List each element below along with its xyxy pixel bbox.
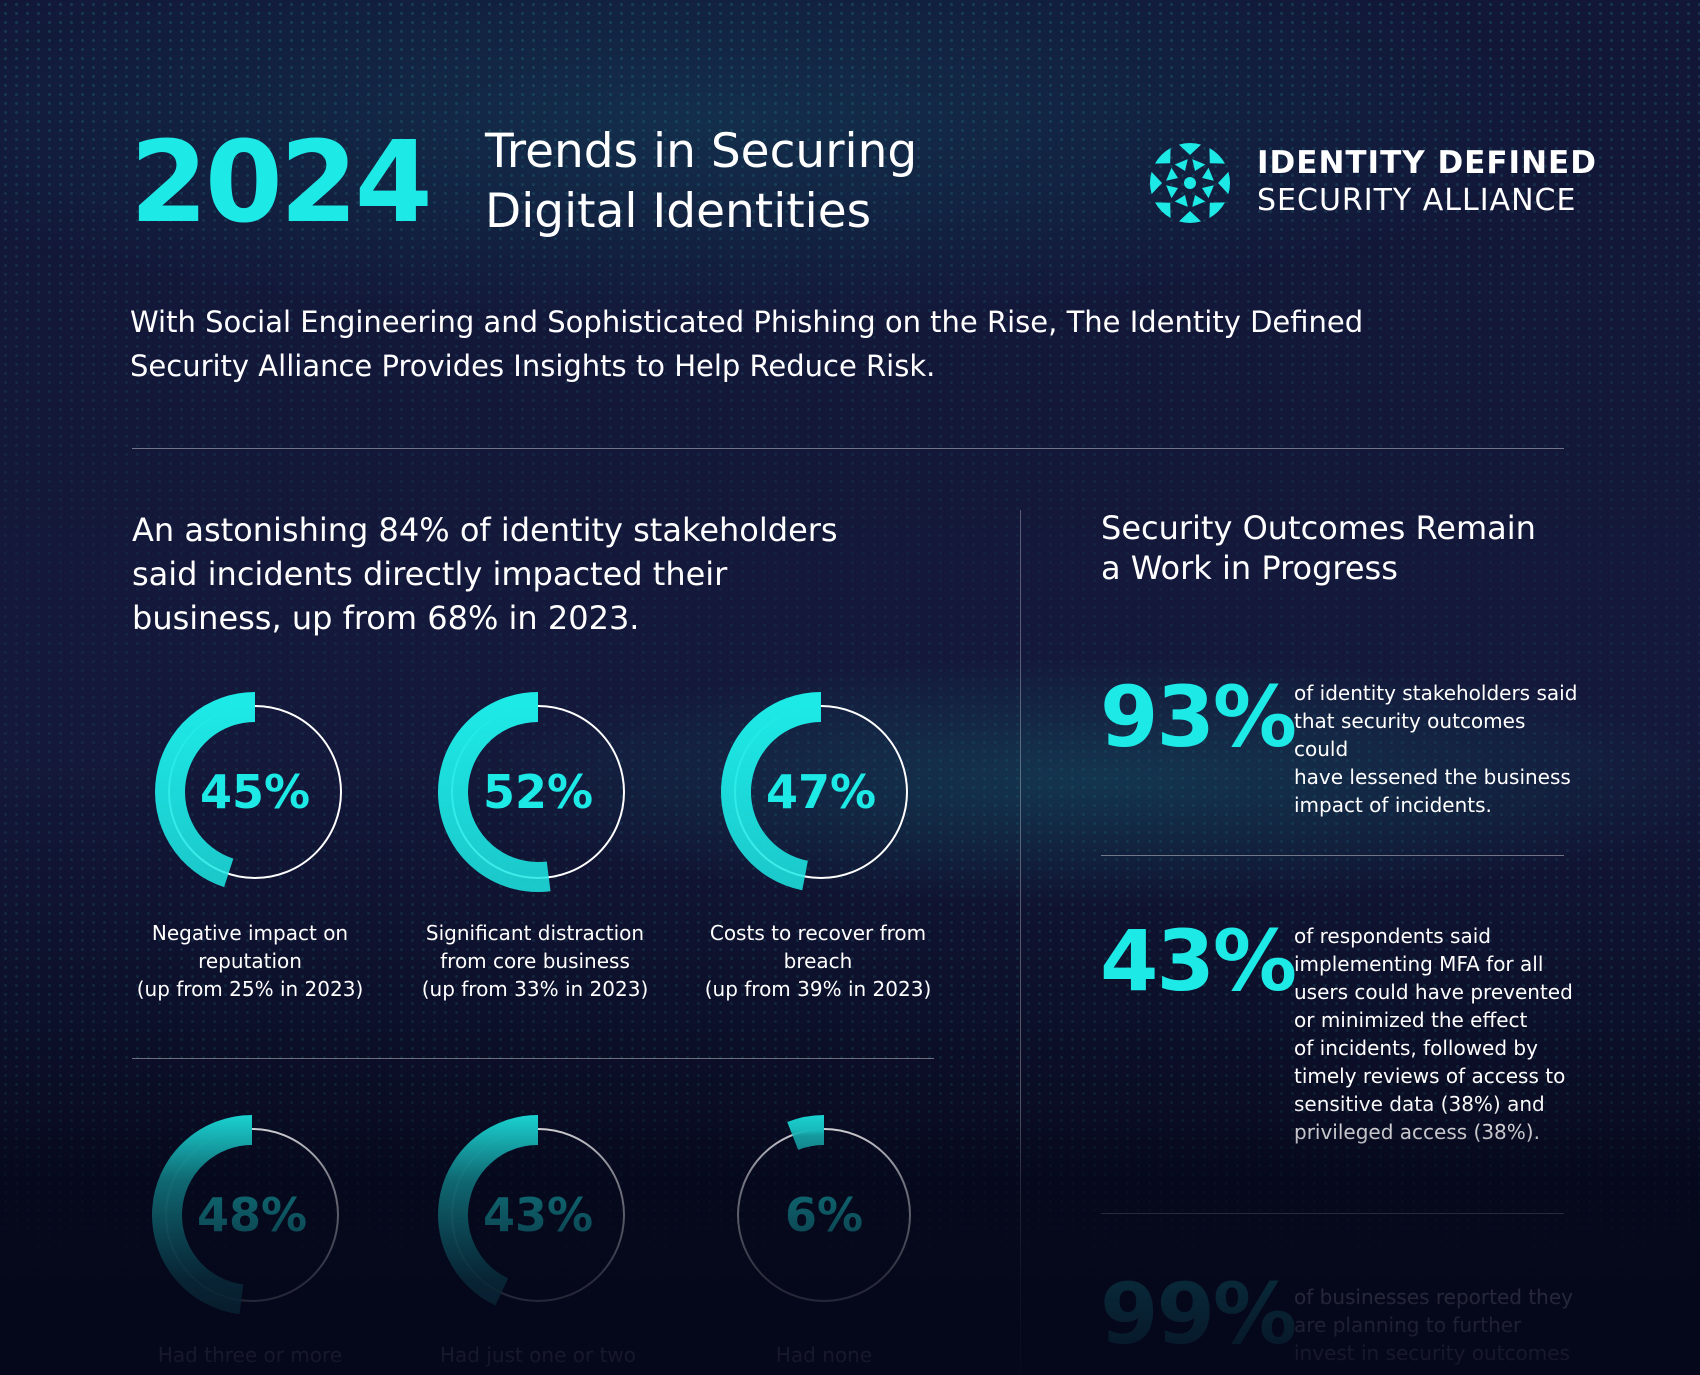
donut-caption: Had just one or two [439,1343,637,1367]
logo-inner-segment [1202,185,1214,199]
logo-outer-segment [1218,171,1230,195]
caption-line: (up from 39% in 2023) [704,977,932,1001]
stat-text: of respondents said implementing MFA for… [1294,922,1584,1146]
right-heading: Security Outcomes Remain a Work in Progr… [1101,508,1581,588]
logo-inner-segment [1166,167,1178,181]
logo-center-dot [1184,177,1196,189]
donut-value: 45% [199,765,311,819]
donut-chart: 48% [142,1105,362,1325]
stat-line: invest in security outcomes [1294,1341,1570,1365]
heading-line: a Work in Progress [1101,549,1398,587]
logo-outer-segment [1178,143,1202,155]
donut-chart: 52% [428,682,648,902]
logo-outer-segment [1155,148,1171,164]
donut-caption: Significant distraction from core busine… [395,919,675,1003]
donut-chart: 45% [145,682,365,902]
subtitle-line: With Social Engineering and Sophisticate… [130,305,1364,339]
logo-inner-segment [1192,195,1206,207]
stat-percent: 99% [1100,1265,1297,1363]
donut-chart: 43% [428,1105,648,1325]
stat-line: sensitive data (38%) and [1294,1092,1545,1116]
heading-line: Security Outcomes Remain [1101,509,1536,547]
page-title: Trends in Securing Digital Identities [485,122,917,242]
caption-line: reputation [198,949,302,973]
stat-line: implementing MFA for all [1294,952,1544,976]
donut-value: 48% [196,1188,308,1242]
divider [132,448,1564,449]
heading-line: business, up from 68% in 2023. [132,599,640,637]
logo-outer-segment [1178,211,1202,223]
stat-line: of identity stakeholders said [1294,681,1578,705]
title-line: Trends in Securing [485,124,918,179]
stat-line: impact of incidents. [1294,793,1492,817]
logo-outer-segment [1155,202,1171,218]
donut-caption: Costs to recover from breach (up from 39… [678,919,958,1003]
divider [1101,1213,1564,1214]
stat-line: of businesses reported they [1294,1285,1573,1309]
caption-line: from core business [440,949,630,973]
subtitle: With Social Engineering and Sophisticate… [130,300,1430,388]
logo-inner-segment [1202,167,1214,181]
logo-inner-segment [1166,185,1178,199]
caption-line: Costs to recover from [709,921,927,945]
stat-line: privileged access (38%). [1294,1120,1540,1144]
stat-text: of businesses reported they are planning… [1294,1283,1584,1367]
donut-caption: Had three or more [157,1343,343,1367]
caption-line: Negative impact on [151,921,349,945]
stat-line: or minimized the effect [1294,1008,1528,1032]
stat-line: of incidents, followed by [1294,1036,1538,1060]
stat-line: are planning to further [1294,1313,1522,1337]
stat-line: have lessened the business [1294,765,1571,789]
caption-line: breach [783,949,853,973]
stat-line: users could have prevented [1294,980,1573,1004]
divider [1101,855,1564,856]
logo-outer-segment [1150,171,1162,195]
left-heading: An astonishing 84% of identity stakehold… [132,508,852,640]
caption-line: (up from 33% in 2023) [421,977,649,1001]
caption-line: (up from 25% in 2023) [136,977,364,1001]
donut-caption: Negative impact on reputation (up from 2… [110,919,390,1003]
logo-inner-segment [1192,159,1206,171]
subtitle-line: Security Alliance Provides Insights to H… [130,349,936,383]
stat-line: that security outcomes could [1294,709,1526,761]
stat-line: of respondents said [1294,924,1491,948]
title-line: Digital Identities [485,184,872,239]
logo-outer-segment [1209,202,1225,218]
donut-value: 6% [784,1188,864,1242]
logo-inner-segment [1174,159,1188,171]
donut-chart: 6% [714,1105,934,1325]
stat-text: of identity stakeholders said that secur… [1294,679,1584,819]
year-heading: 2024 [130,118,433,248]
stat-percent: 43% [1100,912,1297,1010]
logo-inner-segment [1174,195,1188,207]
donut-value: 52% [482,765,594,819]
stat-percent: 93% [1100,668,1297,766]
donut-value: 47% [765,765,877,819]
logo-outer-segment [1209,148,1225,164]
logo-icon [1135,128,1245,238]
caption-line: Significant distraction [425,921,645,945]
divider [132,1058,934,1059]
heading-line: said incidents directly impacted their [132,555,728,593]
heading-line: An astonishing 84% of identity stakehold… [132,511,838,549]
donut-chart: 47% [711,682,931,902]
logo-text-line1: IDENTITY DEFINED [1257,145,1597,181]
stat-line: timely reviews of access to [1294,1064,1566,1088]
donut-caption: Had none [775,1343,873,1367]
donut-value: 43% [482,1188,594,1242]
logo-text-line2: SECURITY ALLIANCE [1257,183,1577,218]
vertical-divider [1020,510,1021,1375]
